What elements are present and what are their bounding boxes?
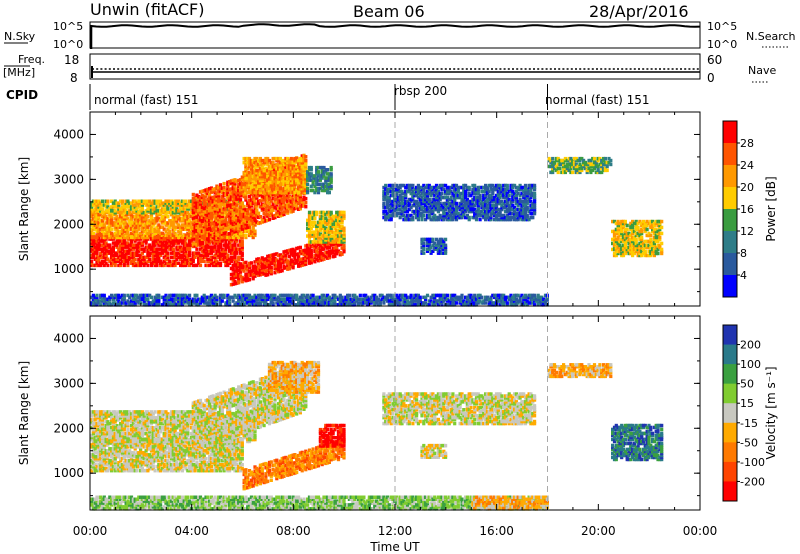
colorbar-swatch-8 (723, 481, 737, 502)
colorbar-label: Power [dB] (764, 176, 778, 241)
cpid-segment-0: normal (fast) 151 (94, 93, 198, 107)
nsky-panel: N.Sky 10^5 10^0 10^5 10^0 N.Search (4, 20, 796, 51)
colorbar-tick-4: -15 (740, 417, 758, 430)
data-region-9 (420, 237, 448, 255)
cpid-label: CPID (6, 88, 38, 102)
colorbar-swatch-1 (723, 344, 737, 365)
nsearch-tick-top: 10^5 (707, 20, 737, 33)
cpid-segment-2: normal (fast) 151 (545, 93, 649, 107)
colorbar-swatch-4 (723, 403, 737, 424)
x-tick-label-5: 20:00 (581, 524, 616, 538)
colorbar-swatch-4 (723, 209, 737, 232)
colorbar-tick-1: 100 (740, 358, 761, 371)
data-region-10 (90, 293, 549, 307)
y-tick-label-3: 4000 (53, 127, 84, 141)
colorbar-tick-5: 8 (740, 247, 747, 260)
data-region-7 (420, 443, 448, 459)
data-region-7 (306, 165, 333, 195)
data-region-6 (306, 210, 346, 244)
beam-label: Beam 06 (353, 2, 425, 21)
colorbar-swatch-7 (723, 461, 737, 482)
colorbar-tick-0: 200 (740, 339, 761, 352)
colorbar-tick-4: 12 (740, 225, 754, 238)
colorbar-swatch-2 (723, 364, 737, 385)
colorbar-tick-3: 15 (740, 397, 754, 410)
x-tick-label-0: 00:00 (73, 524, 108, 538)
freq-unit: [MHz] (3, 66, 35, 79)
data-region-6 (382, 392, 537, 426)
data-region-11 (611, 423, 664, 462)
colorbar-tick-1: 24 (740, 159, 754, 172)
colorbar-swatch-5 (723, 422, 737, 443)
freq-tick-bottom: 8 (70, 71, 78, 85)
nsky-tick-top: 10^5 (53, 20, 83, 33)
radar-name: Unwin (fitACF) (90, 0, 204, 19)
colorbar-swatch-3 (723, 187, 737, 210)
y-tick-label-3: 4000 (53, 331, 84, 345)
data-region-12 (611, 219, 664, 258)
data-region-10 (547, 363, 613, 379)
colorbar-tick-7: -200 (740, 475, 765, 488)
x-tick-label-1: 04:00 (174, 524, 209, 538)
x-tick-label-2: 08:00 (276, 524, 311, 538)
date-label: 28/Apr/2016 (589, 2, 689, 21)
colorbar-tick-5: -50 (740, 436, 758, 449)
velocity-ylabel: Slant Range [km] (17, 361, 31, 465)
colorbar-swatch-1 (723, 143, 737, 166)
data-region-4 (242, 156, 308, 195)
colorbar-tick-2: 20 (740, 181, 754, 194)
colorbar-swatch-5 (723, 231, 737, 254)
colorbar-tick-2: 50 (740, 378, 754, 391)
x-tick-label-6: 00:00 (683, 524, 718, 538)
nsky-label: N.Sky (4, 30, 36, 43)
colorbar-swatch-0 (723, 121, 737, 144)
colorbar-tick-0: 28 (740, 137, 754, 150)
nave-tick-bottom: 0 (707, 71, 715, 85)
x-tick-label-4: 16:00 (479, 524, 514, 538)
data-region-2 (191, 362, 308, 453)
colorbar-swatch-0 (723, 325, 737, 346)
freq-panel: Freq. [MHz] 18 8 60 0 Nave CPID (3, 53, 776, 102)
x-tick-label-3: 12:00 (378, 524, 413, 538)
y-tick-label-0: 1000 (53, 262, 84, 276)
nsky-tick-bottom: 10^0 (53, 38, 83, 51)
colorbar-label: Velocity [m s⁻¹] (764, 366, 778, 459)
colorbar-tick-6: 4 (740, 269, 747, 282)
data-region-11 (547, 156, 613, 175)
power-data (90, 153, 664, 307)
colorbar-tick-6: -100 (740, 456, 765, 469)
x-axis: 00:00 04:00 08:00 12:00 16:00 20:00 00:00 (73, 524, 718, 538)
colorbar-tick-3: 16 (740, 203, 754, 216)
power-panel: 1000 2000 3000 4000 Slant Range [km] 28 24 20… (17, 111, 778, 307)
nave-label: Nave (748, 64, 776, 77)
velocity-panel: 1000 2000 3000 4000 Slant Range [km] 200 100… (17, 315, 778, 511)
colorbar-swatch-3 (723, 383, 737, 404)
nsearch-label: N.Search (746, 30, 796, 43)
velocity-data (90, 360, 664, 511)
y-tick-label-0: 1000 (53, 466, 84, 480)
y-tick-label-2: 3000 (53, 172, 84, 186)
nsearch-tick-bottom: 10^0 (707, 38, 737, 51)
x-axis-label: Time UT (369, 540, 420, 554)
colorbar-swatch-2 (723, 165, 737, 188)
freq-label: Freq. (18, 53, 45, 66)
power-ylabel: Slant Range [km] (17, 157, 31, 261)
nsky-trace (90, 23, 701, 49)
colorbar-swatch-7 (723, 275, 737, 298)
cpid-row: normal (fast) 151 rbsp 200 normal (fast)… (89, 84, 649, 110)
data-region-0 (90, 233, 244, 268)
colorbar-swatch-6 (723, 442, 737, 463)
data-region-5 (267, 360, 321, 394)
colorbar-swatch-6 (723, 253, 737, 276)
data-region-8 (382, 183, 537, 222)
freq-tick-top: 18 (64, 53, 79, 67)
cpid-segment-1: rbsp 200 (394, 84, 447, 98)
y-tick-label-1: 2000 (53, 217, 84, 231)
nave-tick-top: 60 (707, 53, 722, 67)
y-tick-label-1: 2000 (53, 421, 84, 435)
data-region-9 (471, 495, 549, 511)
data-region-4 (318, 423, 346, 448)
y-tick-label-2: 3000 (53, 376, 84, 390)
